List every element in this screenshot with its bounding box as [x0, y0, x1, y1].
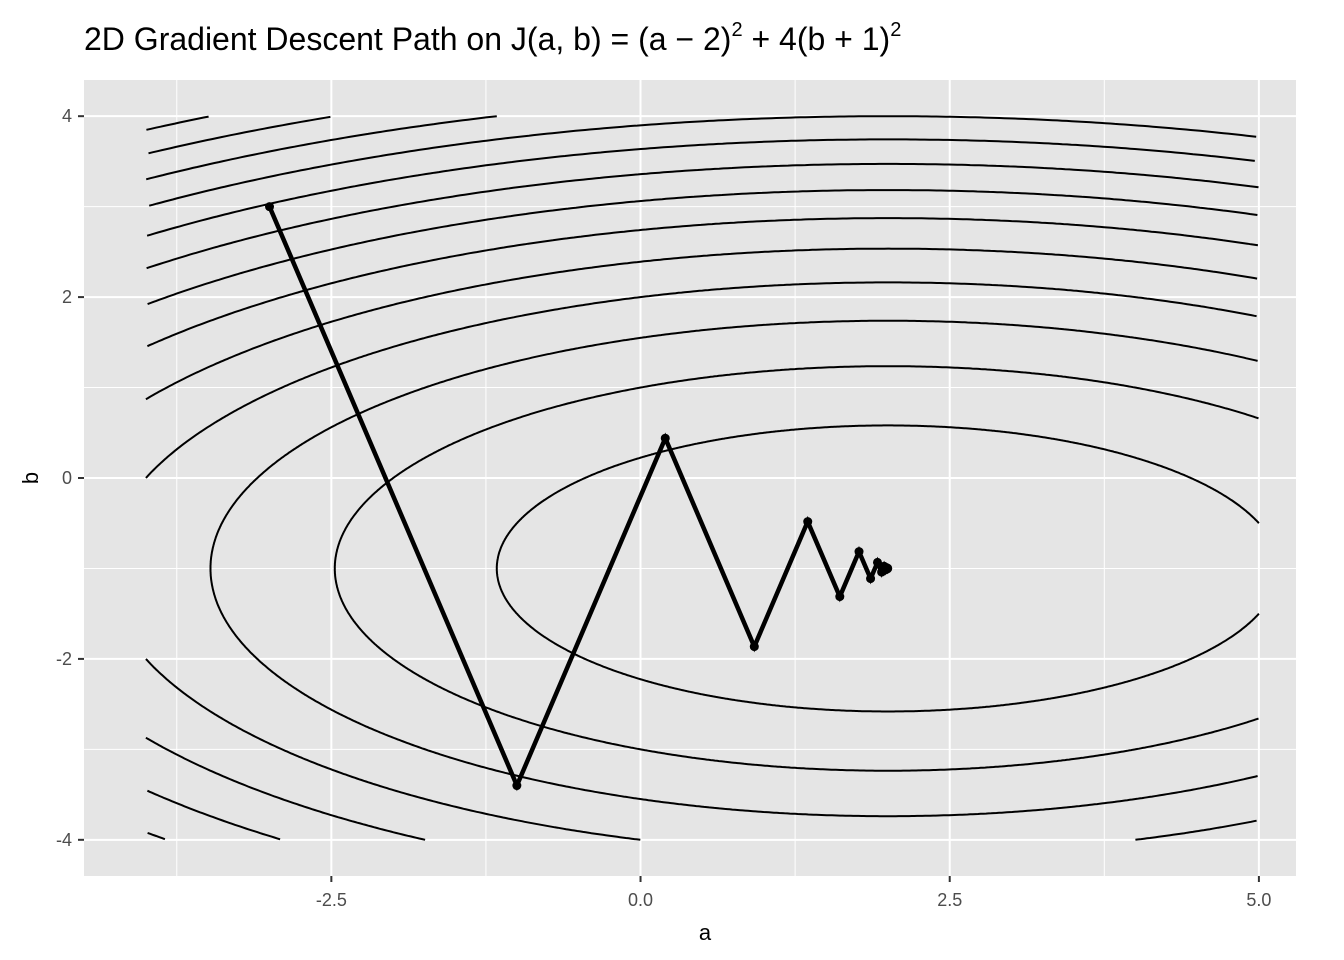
contour-line [333, 365, 1259, 772]
contour-line [147, 831, 166, 841]
contour-line [146, 138, 1255, 237]
y-tick-label: 0 [62, 468, 72, 488]
x-axis: -2.5 0.0 2.5 5.0 [316, 876, 1271, 910]
descent-point [749, 642, 759, 652]
descent-point [803, 517, 813, 527]
contour-line [147, 189, 1258, 306]
descent-point [265, 202, 275, 212]
descent-point [872, 557, 882, 567]
contour-line [146, 115, 209, 131]
contour-line [145, 247, 1258, 401]
descent-point [854, 547, 864, 557]
y-tick-label: -2 [56, 649, 72, 669]
chart-title: 2D Gradient Descent Path on J(a, b) = (a… [84, 19, 901, 57]
contour-line [1135, 819, 1257, 841]
x-tick-label: 5.0 [1246, 890, 1271, 910]
contour-line [146, 217, 1259, 348]
y-tick-label: 2 [62, 287, 72, 307]
contour-line [148, 115, 331, 155]
y-tick-label: -4 [56, 830, 72, 850]
contour-line [145, 281, 1257, 479]
descent-point [866, 574, 876, 584]
descent-point [512, 781, 522, 791]
y-axis: -4 -2 0 2 4 [56, 106, 84, 850]
descent-point [660, 433, 670, 443]
contour-line [146, 789, 281, 841]
contour-line [495, 424, 1260, 713]
contour-lines [145, 115, 1260, 841]
y-tick-label: 4 [62, 106, 72, 126]
contour-line [209, 319, 1258, 818]
contour-line [145, 115, 497, 181]
contour-line [148, 115, 1257, 207]
descent-point [835, 592, 845, 602]
contour-line [145, 736, 426, 841]
x-tick-label: -2.5 [316, 890, 347, 910]
x-axis-title: a [699, 920, 712, 945]
contour-line [146, 162, 1259, 270]
descent-path [265, 202, 893, 792]
descent-point [883, 563, 893, 573]
contour-line [145, 658, 641, 841]
major-gridlines [84, 80, 1296, 876]
x-tick-label: 2.5 [937, 890, 962, 910]
y-axis-title: b [18, 472, 43, 484]
x-tick-label: 0.0 [628, 890, 653, 910]
